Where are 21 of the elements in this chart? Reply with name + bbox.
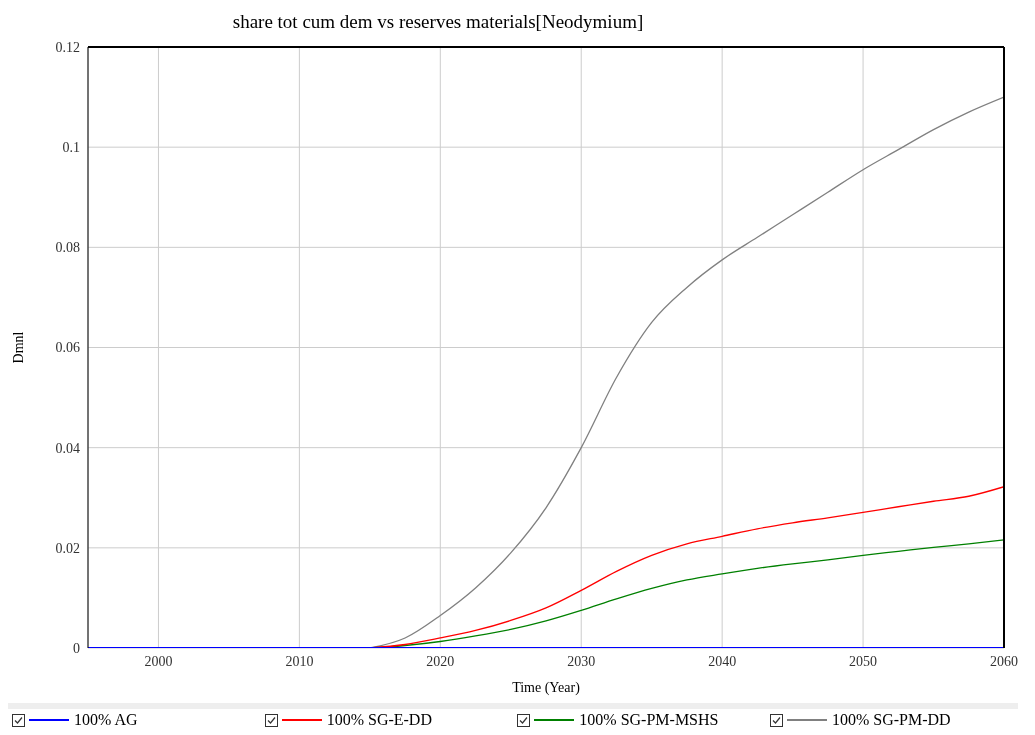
y-tick-label: 0.1 <box>62 140 80 156</box>
legend-label: 100% SG-PM-DD <box>831 711 951 729</box>
y-tick-label: 0.12 <box>55 39 80 55</box>
y-tick-label: 0 <box>73 640 80 656</box>
x-tick-label: 2030 <box>567 653 596 669</box>
legend-label: 100% SG-E-DD <box>326 711 432 729</box>
x-tick-label: 2060 <box>990 653 1018 669</box>
y-tick-label: 0.08 <box>55 240 80 256</box>
x-tick-label: 2020 <box>426 653 455 669</box>
x-axis-title: Time (Year) <box>512 680 581 696</box>
y-axis-title: Dmnl <box>10 331 26 364</box>
x-tick-label: 2040 <box>708 653 737 669</box>
y-tick-label: 0.02 <box>55 540 80 556</box>
y-tick-label: 0.06 <box>55 340 80 356</box>
legend-label: 100% AG <box>74 711 138 729</box>
chart-title: share tot cum dem vs reserves materials[Neodymium] <box>232 11 644 32</box>
x-tick-label: 2050 <box>849 653 878 669</box>
y-tick-label: 0.04 <box>55 440 80 456</box>
x-tick-label: 2010 <box>285 653 314 669</box>
legend-label: 100% SG-PM-MSHS <box>579 711 719 729</box>
x-tick-label: 2000 <box>144 653 173 669</box>
